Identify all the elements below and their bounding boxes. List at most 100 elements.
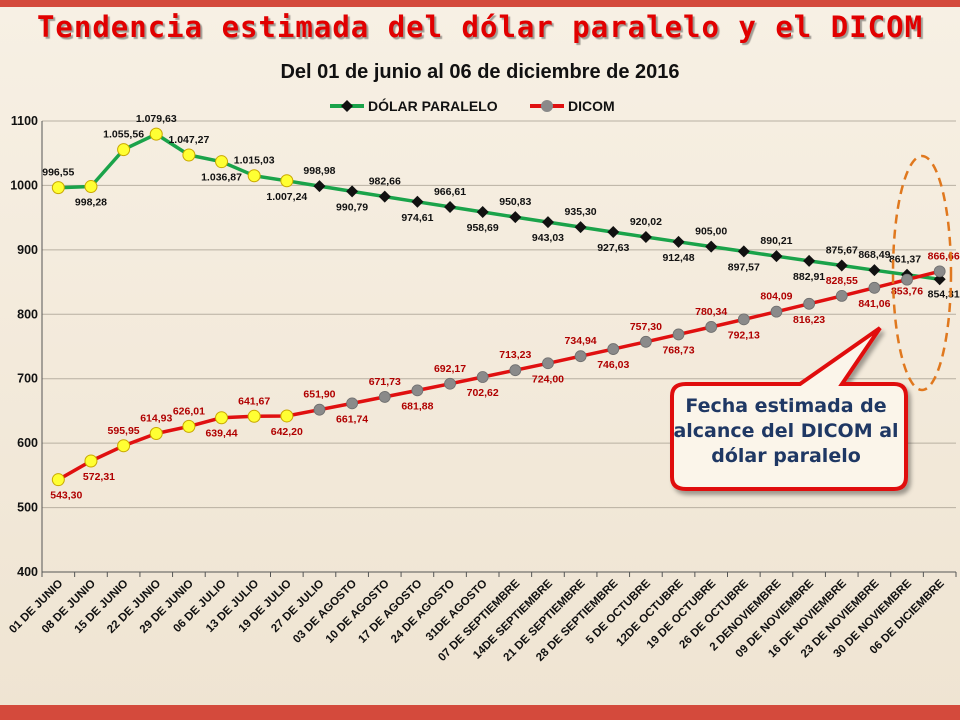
data-point xyxy=(51,473,65,487)
highlight-ellipse xyxy=(891,154,953,392)
data-label: 998,98 xyxy=(303,165,335,177)
data-label: 875,67 xyxy=(826,245,858,257)
data-label: 768,73 xyxy=(662,344,694,356)
legend-label-0: DÓLAR PARALELO xyxy=(368,97,498,114)
series-line-0 xyxy=(58,132,940,282)
data-label: 861,37 xyxy=(889,254,921,266)
data-point xyxy=(247,409,261,423)
data-point xyxy=(770,250,783,263)
data-point xyxy=(346,397,359,410)
data-label: 661,74 xyxy=(336,413,368,425)
data-point xyxy=(411,384,424,397)
data-label: 651,90 xyxy=(303,389,335,401)
data-point xyxy=(737,245,750,258)
data-label: 897,57 xyxy=(728,261,760,273)
series-layer xyxy=(51,127,946,487)
data-point xyxy=(803,254,816,267)
gridlines xyxy=(42,120,956,573)
data-label: 828,55 xyxy=(826,275,858,287)
bottom-accent-bar xyxy=(0,705,960,720)
data-label: 935,30 xyxy=(565,206,597,218)
data-label: 780,34 xyxy=(695,306,727,318)
y-tick-600: 600 xyxy=(17,436,38,450)
data-label: 1.079,63 xyxy=(136,113,177,125)
data-label: 692,17 xyxy=(434,363,466,375)
data-point xyxy=(84,454,98,468)
data-point xyxy=(541,216,554,229)
data-point xyxy=(607,343,620,355)
y-tick-800: 800 xyxy=(17,307,38,321)
series-line-1 xyxy=(57,269,941,482)
data-point xyxy=(639,335,652,348)
data-point xyxy=(182,148,196,162)
data-label: 641,67 xyxy=(238,395,270,407)
callout xyxy=(670,154,953,491)
data-label: 572,31 xyxy=(83,471,115,483)
data-label: 905,00 xyxy=(695,226,727,238)
data-point xyxy=(835,259,848,272)
data-label: 626,01 xyxy=(173,405,205,417)
data-label: 816,23 xyxy=(793,314,825,326)
data-label: 757,30 xyxy=(630,321,662,333)
data-label: 966,61 xyxy=(434,186,466,198)
data-label: 996,55 xyxy=(42,167,74,179)
data-label: 614,93 xyxy=(140,413,172,425)
data-point xyxy=(280,409,294,423)
data-label: 792,13 xyxy=(728,329,760,341)
data-point xyxy=(868,264,881,277)
data-point xyxy=(51,181,65,195)
data-point xyxy=(639,230,652,243)
data-point xyxy=(215,155,229,169)
y-tick-700: 700 xyxy=(17,372,38,386)
data-point xyxy=(149,427,163,441)
legend-marker-0 xyxy=(341,100,353,112)
data-point xyxy=(574,350,587,363)
legend: DÓLAR PARALELO DICOM xyxy=(330,97,615,114)
data-label: 943,03 xyxy=(532,232,564,244)
data-label: 1.015,03 xyxy=(234,155,275,167)
data-point xyxy=(901,273,913,286)
data-label: 713,23 xyxy=(499,349,531,361)
data-point xyxy=(933,265,946,278)
data-label: 1.007,24 xyxy=(266,191,307,203)
top-accent-bar xyxy=(0,0,960,7)
y-tick-400: 400 xyxy=(17,565,38,579)
data-label: 998,28 xyxy=(75,197,107,209)
data-label: 982,66 xyxy=(369,176,401,188)
data-label: 882,91 xyxy=(793,271,825,283)
data-point xyxy=(247,169,261,183)
data-point xyxy=(411,195,424,208)
callout-text: Fecha estimada de alcance del DICOM al d… xyxy=(673,395,899,467)
data-label: 890,21 xyxy=(760,235,792,247)
data-point xyxy=(313,180,326,193)
chart-subtitle: Del 01 de junio al 06 de diciembre de 20… xyxy=(280,61,680,83)
chart-title: Tendencia estimada del dólar paralelo y … xyxy=(36,10,924,44)
data-label: 927,63 xyxy=(597,242,629,254)
data-point xyxy=(476,371,489,383)
data-point xyxy=(737,313,750,326)
data-label: 868,49 xyxy=(858,249,890,261)
data-label: 841,06 xyxy=(858,298,890,310)
y-tick-1100: 1100 xyxy=(11,114,38,128)
data-point xyxy=(672,328,685,341)
data-label: 746,03 xyxy=(597,359,629,371)
data-point xyxy=(84,180,98,194)
data-label: 734,94 xyxy=(565,335,597,347)
data-point xyxy=(117,143,131,157)
data-point xyxy=(149,127,163,141)
data-label: 920,02 xyxy=(630,216,662,228)
data-point xyxy=(770,305,783,318)
data-point xyxy=(803,297,816,310)
data-label: 1.055,56 xyxy=(103,129,144,141)
y-tick-1000: 1000 xyxy=(10,178,38,192)
data-point xyxy=(574,221,587,234)
data-point xyxy=(313,403,326,416)
data-label: 958,69 xyxy=(467,222,499,234)
data-point xyxy=(378,391,391,403)
data-point xyxy=(215,411,229,425)
data-point xyxy=(182,419,196,433)
data-point xyxy=(509,211,522,224)
data-point xyxy=(868,281,881,294)
